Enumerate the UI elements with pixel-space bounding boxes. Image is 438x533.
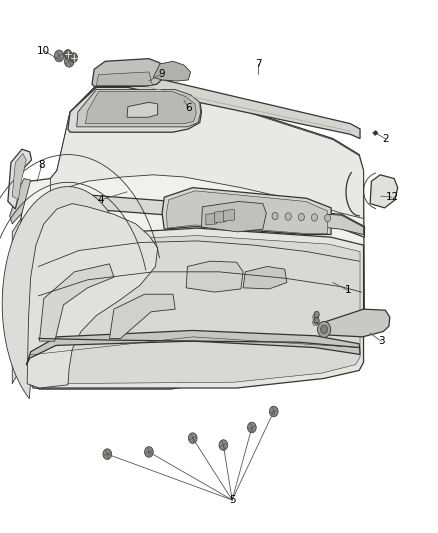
Polygon shape [153, 61, 191, 81]
Polygon shape [96, 72, 152, 85]
Polygon shape [197, 205, 364, 235]
Polygon shape [39, 264, 114, 341]
Circle shape [64, 55, 74, 67]
Text: 10: 10 [37, 46, 50, 55]
Text: 6: 6 [185, 103, 192, 112]
Polygon shape [201, 201, 266, 232]
Circle shape [231, 211, 237, 219]
Polygon shape [127, 102, 158, 117]
Text: 8: 8 [38, 160, 45, 170]
Polygon shape [77, 90, 201, 127]
Text: 5: 5 [229, 495, 236, 505]
Polygon shape [2, 187, 127, 399]
Circle shape [314, 318, 319, 324]
Circle shape [188, 433, 197, 443]
Circle shape [259, 212, 265, 219]
Polygon shape [68, 87, 201, 132]
Circle shape [269, 406, 278, 417]
Circle shape [313, 319, 318, 326]
Polygon shape [322, 309, 390, 337]
Text: 3: 3 [378, 336, 385, 346]
Circle shape [285, 213, 291, 220]
Polygon shape [110, 294, 175, 338]
Polygon shape [8, 149, 32, 209]
Text: 1: 1 [345, 286, 352, 295]
Polygon shape [373, 131, 378, 135]
Polygon shape [12, 219, 21, 384]
Circle shape [54, 50, 64, 62]
Polygon shape [26, 330, 360, 365]
Circle shape [216, 210, 222, 217]
Polygon shape [162, 188, 331, 235]
Circle shape [313, 314, 318, 320]
Circle shape [272, 212, 278, 220]
Circle shape [145, 447, 153, 457]
Circle shape [219, 440, 228, 450]
Polygon shape [39, 193, 364, 237]
Polygon shape [27, 204, 158, 388]
Text: 4: 4 [97, 195, 104, 205]
Circle shape [318, 321, 331, 337]
Polygon shape [223, 209, 234, 221]
Circle shape [325, 214, 331, 222]
Circle shape [247, 422, 256, 433]
Text: 9: 9 [159, 69, 166, 78]
Text: 2: 2 [382, 134, 389, 143]
Text: 12: 12 [385, 192, 399, 202]
Polygon shape [12, 154, 26, 200]
Polygon shape [166, 191, 328, 233]
Polygon shape [206, 213, 217, 225]
Polygon shape [21, 85, 364, 389]
Circle shape [103, 449, 112, 459]
Polygon shape [10, 179, 31, 224]
Polygon shape [92, 59, 164, 86]
Circle shape [314, 311, 319, 318]
Polygon shape [33, 228, 364, 388]
Polygon shape [105, 68, 360, 139]
Circle shape [64, 50, 72, 59]
Polygon shape [36, 236, 360, 384]
Circle shape [321, 325, 328, 334]
Polygon shape [85, 92, 196, 124]
Circle shape [311, 214, 318, 221]
Polygon shape [186, 261, 243, 292]
Text: 7: 7 [255, 59, 262, 69]
Polygon shape [50, 86, 364, 219]
Circle shape [298, 213, 304, 221]
Polygon shape [370, 175, 398, 208]
Polygon shape [215, 211, 226, 223]
Circle shape [244, 211, 251, 219]
Circle shape [70, 53, 78, 62]
Polygon shape [243, 266, 287, 289]
